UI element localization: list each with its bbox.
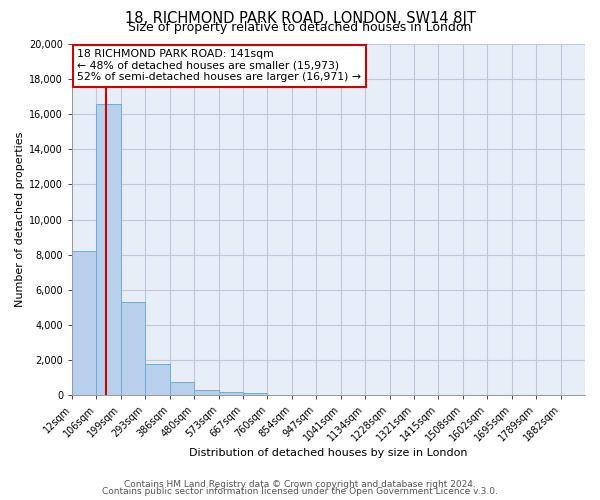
Text: Contains HM Land Registry data © Crown copyright and database right 2024.: Contains HM Land Registry data © Crown c… <box>124 480 476 489</box>
Text: 18 RICHMOND PARK ROAD: 141sqm
← 48% of detached houses are smaller (15,973)
52% : 18 RICHMOND PARK ROAD: 141sqm ← 48% of d… <box>77 50 361 82</box>
Text: 18, RICHMOND PARK ROAD, LONDON, SW14 8JT: 18, RICHMOND PARK ROAD, LONDON, SW14 8JT <box>125 11 475 26</box>
Bar <box>145 364 170 395</box>
Y-axis label: Number of detached properties: Number of detached properties <box>15 132 25 307</box>
Bar <box>194 390 218 395</box>
Bar <box>97 104 121 395</box>
Bar <box>121 302 145 395</box>
Text: Size of property relative to detached houses in London: Size of property relative to detached ho… <box>128 21 472 34</box>
Bar <box>218 392 243 395</box>
Bar <box>243 394 268 395</box>
Bar <box>170 382 194 395</box>
X-axis label: Distribution of detached houses by size in London: Distribution of detached houses by size … <box>189 448 468 458</box>
Text: Contains public sector information licensed under the Open Government Licence v.: Contains public sector information licen… <box>102 487 498 496</box>
Bar <box>72 251 97 395</box>
